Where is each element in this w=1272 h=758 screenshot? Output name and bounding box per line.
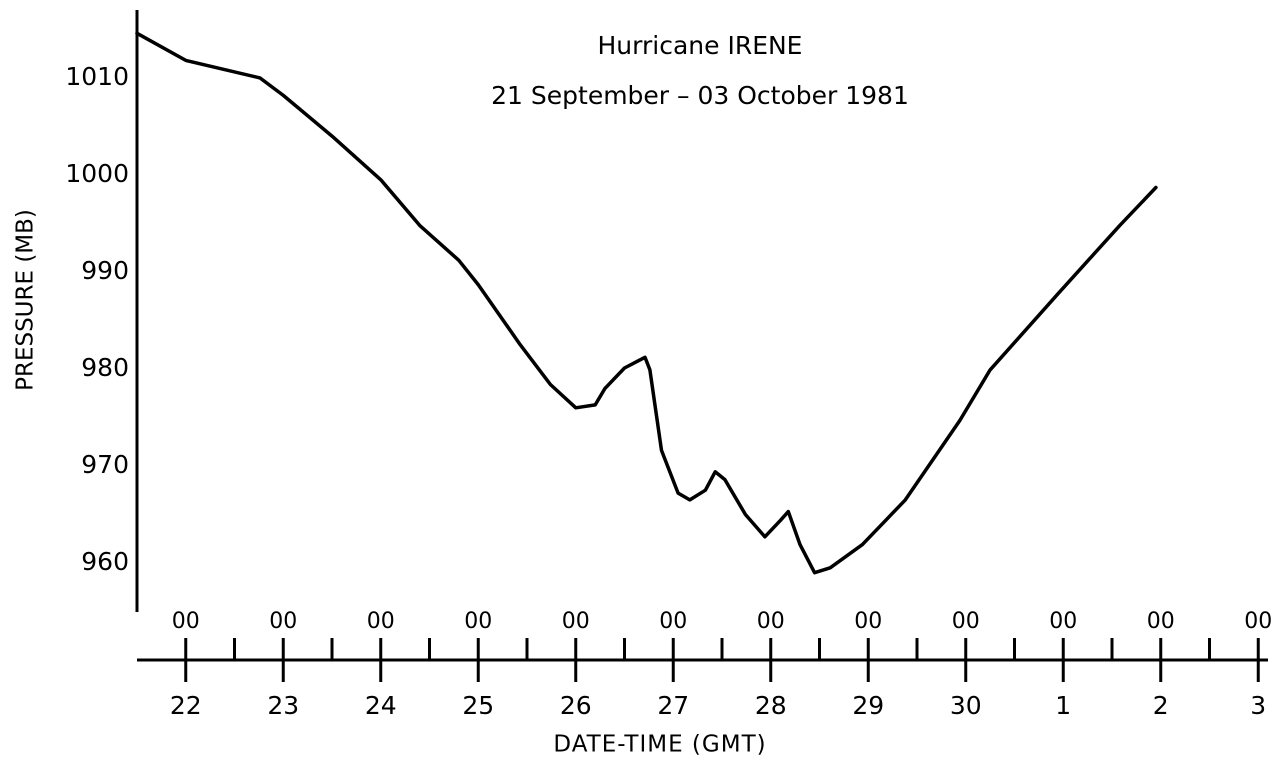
x-tick-hour: 00 xyxy=(562,609,590,634)
y-tick-label: 960 xyxy=(81,547,129,576)
x-tick-hour: 00 xyxy=(172,609,200,634)
y-tick-label: 990 xyxy=(81,256,129,285)
x-tick-label: 29 xyxy=(852,691,884,720)
x-tick-hour: 00 xyxy=(952,609,980,634)
x-tick-hour: 00 xyxy=(1244,609,1272,634)
x-tick-hour: 00 xyxy=(464,609,492,634)
y-tick-label: 1010 xyxy=(65,62,129,91)
y-axis-label: PRESSURE (MB) xyxy=(13,209,39,391)
x-tick-hour: 00 xyxy=(1049,609,1077,634)
chart-subtitle: 21 September – 03 October 1981 xyxy=(491,81,909,110)
y-tick-label: 970 xyxy=(81,450,129,479)
pressure-line xyxy=(135,31,1158,575)
x-tick-label: 27 xyxy=(657,691,689,720)
x-tick-label: 3 xyxy=(1250,691,1266,720)
x-tick-hour: 00 xyxy=(1147,609,1175,634)
x-tick-label: 23 xyxy=(267,691,299,720)
x-tick-hour: 00 xyxy=(269,609,297,634)
x-tick-hour: 00 xyxy=(367,609,395,634)
x-tick-label: 26 xyxy=(560,691,592,720)
x-axis-label: DATE-TIME (GMT) xyxy=(553,732,766,758)
chart-title: Hurricane IRENE xyxy=(598,31,803,60)
x-tick-label: 25 xyxy=(462,691,494,720)
x-tick-label: 28 xyxy=(755,691,787,720)
y-tick-label: 980 xyxy=(81,353,129,382)
x-tick-label: 2 xyxy=(1153,691,1169,720)
x-tick-label: 22 xyxy=(170,691,202,720)
x-tick-hour: 00 xyxy=(659,609,687,634)
x-tick-hour: 00 xyxy=(854,609,882,634)
x-tick-label: 24 xyxy=(365,691,397,720)
x-tick-label: 1 xyxy=(1055,691,1071,720)
y-tick-label: 1000 xyxy=(65,159,129,188)
x-tick-label: 30 xyxy=(950,691,982,720)
x-tick-hour: 00 xyxy=(757,609,785,634)
